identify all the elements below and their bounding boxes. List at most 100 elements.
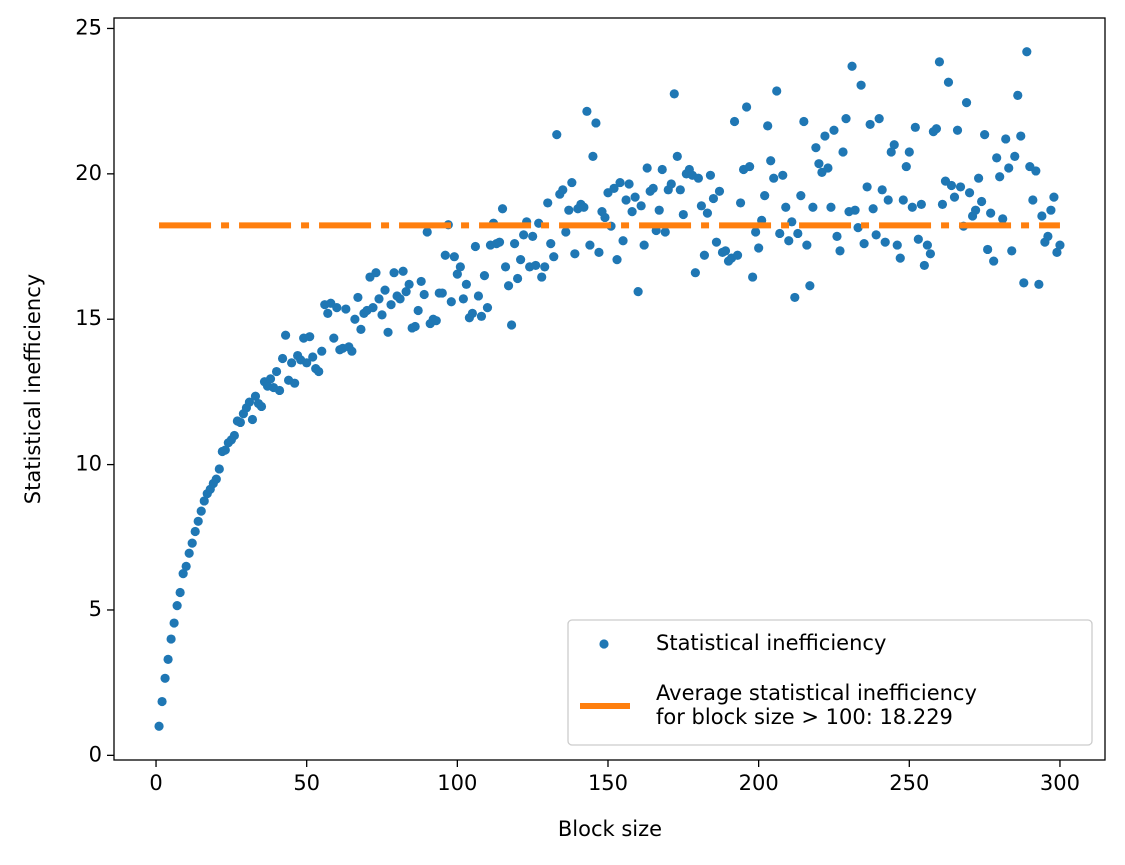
data-point bbox=[729, 116, 740, 127]
data-point bbox=[772, 86, 782, 96]
data-point bbox=[970, 205, 981, 215]
data-point bbox=[437, 288, 447, 298]
data-point bbox=[353, 292, 363, 303]
data-point bbox=[859, 239, 869, 249]
data-point bbox=[895, 253, 905, 263]
data-point bbox=[235, 417, 245, 428]
data-point bbox=[500, 262, 511, 272]
data-point bbox=[494, 237, 505, 247]
data-point bbox=[784, 236, 794, 246]
data-point bbox=[579, 202, 589, 212]
data-point bbox=[431, 316, 441, 326]
data-point bbox=[214, 464, 224, 474]
data-point bbox=[178, 569, 188, 579]
data-point bbox=[934, 57, 945, 67]
data-point bbox=[621, 195, 631, 205]
data-point bbox=[389, 268, 399, 278]
data-point bbox=[190, 526, 200, 537]
data-point bbox=[609, 183, 619, 193]
data-point bbox=[760, 191, 770, 201]
data-point bbox=[835, 246, 845, 256]
data-point bbox=[925, 249, 935, 259]
data-point bbox=[847, 61, 857, 71]
data-point bbox=[277, 353, 288, 364]
legend-label: Average statistical inefficiency for bloc… bbox=[656, 681, 977, 729]
data-point bbox=[274, 385, 285, 396]
data-point bbox=[503, 281, 514, 291]
data-point bbox=[323, 308, 333, 319]
data-point bbox=[350, 314, 360, 324]
data-point bbox=[506, 320, 517, 330]
data-point bbox=[754, 243, 764, 253]
data-point bbox=[862, 182, 872, 192]
data-point bbox=[582, 106, 592, 116]
data-point bbox=[1052, 247, 1062, 257]
data-point bbox=[302, 358, 312, 368]
data-point bbox=[458, 294, 468, 304]
data-point bbox=[714, 186, 725, 196]
data-point bbox=[184, 548, 194, 558]
data-point bbox=[639, 240, 649, 250]
data-point bbox=[868, 204, 878, 214]
data-point bbox=[244, 397, 255, 407]
data-point bbox=[308, 352, 318, 362]
data-point bbox=[347, 346, 357, 356]
data-point bbox=[811, 143, 821, 153]
data-point bbox=[699, 250, 710, 260]
data-point bbox=[154, 721, 164, 731]
legend-marker bbox=[599, 639, 609, 649]
data-point bbox=[793, 228, 803, 239]
data-point bbox=[998, 214, 1008, 224]
data-point bbox=[657, 164, 667, 175]
data-point bbox=[594, 247, 604, 257]
data-point bbox=[907, 202, 917, 212]
legend-label: Statistical inefficiency bbox=[656, 631, 886, 655]
data-point bbox=[473, 291, 484, 301]
data-point bbox=[693, 173, 703, 183]
data-point bbox=[181, 561, 191, 571]
data-point bbox=[440, 250, 450, 260]
data-point bbox=[751, 227, 761, 237]
x-tick-label: 0 bbox=[149, 771, 162, 795]
data-point bbox=[627, 207, 637, 217]
data-point bbox=[708, 193, 719, 204]
data-point bbox=[961, 98, 972, 108]
data-point bbox=[838, 147, 848, 157]
data-point bbox=[513, 273, 523, 284]
data-point bbox=[356, 324, 366, 334]
data-point bbox=[1010, 151, 1020, 161]
data-point bbox=[1034, 279, 1044, 289]
data-point bbox=[853, 223, 863, 233]
data-point bbox=[1043, 231, 1053, 241]
data-point bbox=[341, 304, 351, 314]
data-point bbox=[781, 202, 791, 212]
data-point bbox=[591, 118, 601, 128]
data-point bbox=[633, 286, 643, 297]
data-point bbox=[735, 198, 746, 208]
data-point bbox=[720, 246, 731, 256]
data-point bbox=[199, 496, 209, 506]
data-point bbox=[329, 333, 339, 343]
data-point bbox=[509, 239, 520, 249]
data-point bbox=[290, 378, 300, 388]
data-point bbox=[166, 634, 176, 644]
data-point bbox=[271, 366, 282, 377]
data-point bbox=[247, 414, 258, 425]
data-point bbox=[741, 102, 752, 112]
data-point bbox=[642, 163, 652, 173]
data-point bbox=[386, 300, 396, 310]
data-point bbox=[886, 147, 896, 157]
data-point bbox=[455, 262, 465, 272]
data-point bbox=[401, 286, 411, 297]
data-point bbox=[552, 129, 562, 140]
data-point bbox=[949, 192, 960, 202]
data-point bbox=[220, 445, 230, 455]
data-point bbox=[672, 151, 682, 161]
data-point bbox=[669, 89, 679, 99]
data-point bbox=[368, 302, 378, 313]
data-point bbox=[910, 122, 920, 132]
data-point bbox=[537, 272, 547, 282]
data-point bbox=[636, 201, 646, 211]
x-tick-label: 200 bbox=[739, 771, 779, 795]
